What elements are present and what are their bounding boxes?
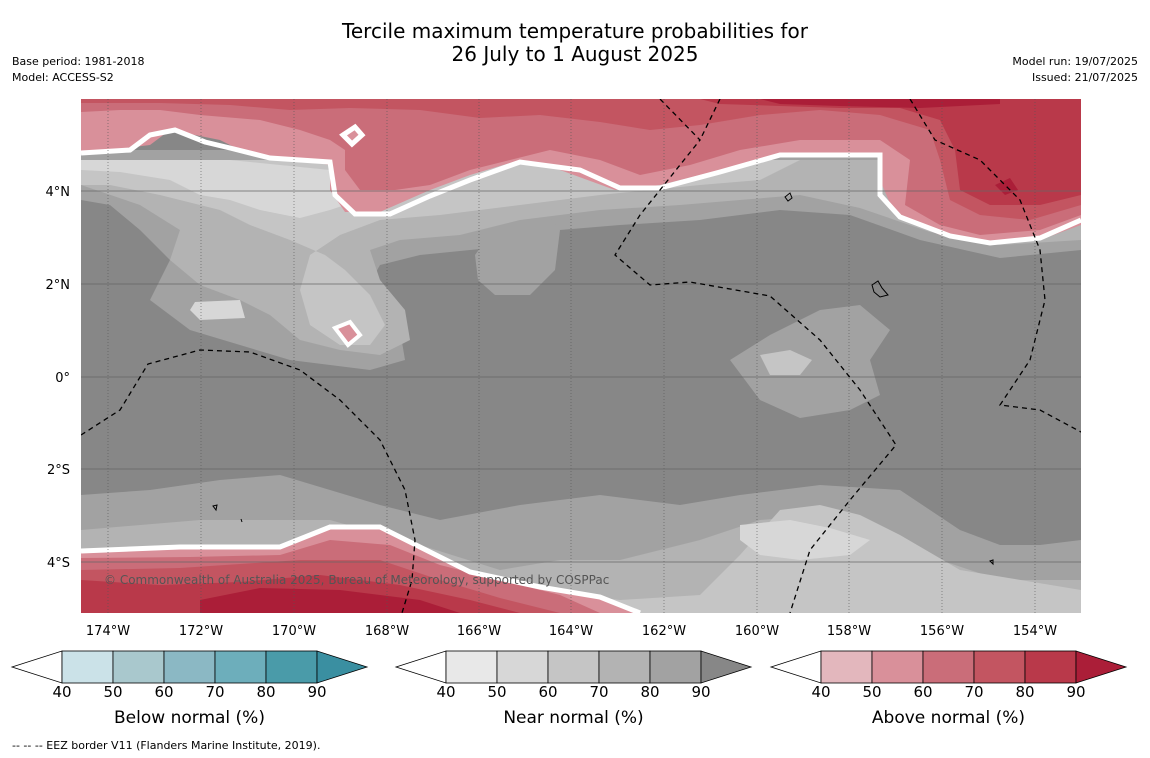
colorbar-1 — [394, 650, 753, 684]
lat-label: 0° — [55, 371, 70, 386]
colorbar-segment — [922, 650, 975, 684]
boundary-40-south — [81, 524, 641, 613]
model-name: Model: ACCESS-S2 — [12, 71, 114, 84]
longitude-labels: 174°W 172°W 170°W 168°W 166°W 164°W 162°… — [86, 624, 1057, 639]
eez-footer-note: -- -- -- EEZ border V11 (Flanders Marine… — [12, 739, 321, 752]
colorbar-title: Below normal (%) — [114, 708, 265, 728]
colorbar-tick-label: 40 — [436, 683, 456, 701]
model-run: Model run: 19/07/2025 — [1012, 55, 1138, 68]
lon-label: 158°W — [827, 624, 871, 639]
colorbar-tick-label: 80 — [256, 683, 276, 701]
meta-left: Base period: 1981-2018 Model: ACCESS-S2 — [12, 54, 144, 86]
colorbar-under-arrow — [394, 650, 447, 684]
eez-borders — [81, 99, 1081, 613]
colorbar-tick-label: 70 — [589, 683, 609, 701]
field-near-60-east — [760, 350, 812, 375]
boundary-40-center — [331, 319, 363, 348]
colorbar-segment — [649, 650, 702, 684]
map-fields: © Commonwealth of Australia 2025, Bureau… — [81, 99, 1081, 613]
colorbar-segment — [973, 650, 1026, 684]
colorbar-segment — [871, 650, 924, 684]
colorbar-0 — [10, 650, 369, 684]
boundary-40-north — [81, 127, 1081, 246]
map-title-line1: Tercile maximum temperature probabilitie… — [342, 19, 808, 43]
map-copyright: © Commonwealth of Australia 2025, Bureau… — [104, 573, 609, 587]
colorbar-2 — [769, 650, 1128, 684]
colorbar-tick-label: 50 — [103, 683, 123, 701]
issued-date: Issued: 21/07/2025 — [1031, 71, 1138, 84]
colorbar-tick-label: 50 — [862, 683, 882, 701]
graticule-lat — [81, 190, 1081, 563]
field-above-60-north — [81, 99, 1081, 235]
colorbar-over-arrow — [1075, 650, 1128, 684]
colorbar-tick-label: 40 — [811, 683, 831, 701]
field-above-90-south — [200, 588, 460, 613]
lon-label: 164°W — [549, 624, 593, 639]
colorbar-over-arrow — [700, 650, 753, 684]
boundary-40-islet — [339, 123, 366, 148]
colorbar-tick-label: 80 — [640, 683, 660, 701]
lon-label: 162°W — [642, 624, 686, 639]
field-near-50-south — [740, 520, 870, 560]
colorbar-over-arrow — [316, 650, 369, 684]
lat-label: 4°S — [47, 556, 70, 571]
colorbar-tick-label: 50 — [487, 683, 507, 701]
colorbar-tick-label: 40 — [52, 683, 72, 701]
colorbar-title: Near normal (%) — [503, 708, 644, 728]
lon-label: 160°W — [735, 624, 779, 639]
colorbar-segment — [598, 650, 651, 684]
islands — [212, 192, 994, 566]
field-near-50-north — [81, 160, 360, 218]
colorbar-segment — [445, 650, 498, 684]
latitude-labels: 4°N 2°N 0° 2°S 4°S — [46, 185, 71, 571]
colorbar-tick-label: 90 — [691, 683, 711, 701]
lon-label: 172°W — [179, 624, 223, 639]
colorbar-under-arrow — [10, 650, 63, 684]
base-period: Base period: 1981-2018 — [12, 55, 145, 68]
colorbar-tick-label: 80 — [1015, 683, 1035, 701]
meta-right: Model run: 19/07/2025 Issued: 21/07/2025 — [1012, 54, 1138, 86]
lon-label: 154°W — [1013, 624, 1057, 639]
lat-label: 4°N — [46, 185, 71, 200]
lon-label: 174°W — [86, 624, 130, 639]
colorbar-segment — [496, 650, 549, 684]
colorbar-tick-label: 70 — [964, 683, 984, 701]
colorbar-segment — [163, 650, 216, 684]
colorbar-tick-label: 60 — [913, 683, 933, 701]
field-near-80-island — [475, 205, 560, 295]
colorbar-segment — [820, 650, 873, 684]
colorbar-tick-label: 60 — [538, 683, 558, 701]
colorbar-tick-label: 90 — [1066, 683, 1086, 701]
colorbar-tick-label: 60 — [154, 683, 174, 701]
lat-label: 2°S — [47, 463, 70, 478]
colorbar-segment — [1024, 650, 1077, 684]
field-above-80-north — [700, 99, 1081, 205]
colorbar-title: Above normal (%) — [871, 708, 1026, 728]
colorbar-segment — [265, 650, 318, 684]
colorbar-segment — [61, 650, 114, 684]
colorbar-tick-label: 70 — [205, 683, 225, 701]
colorbars — [10, 650, 1128, 684]
lon-label: 156°W — [920, 624, 964, 639]
lon-label: 166°W — [457, 624, 501, 639]
colorbar-tick-label: 90 — [307, 683, 327, 701]
map-title-line2: 26 July to 1 August 2025 — [451, 42, 699, 66]
colorbar-segment — [214, 650, 267, 684]
lon-label: 168°W — [365, 624, 409, 639]
colorbar-segment — [547, 650, 600, 684]
colorbar-under-arrow — [769, 650, 822, 684]
lon-label: 170°W — [272, 624, 316, 639]
lat-label: 2°N — [46, 278, 71, 293]
field-near-50-patch — [190, 300, 245, 320]
colorbar-segment — [112, 650, 165, 684]
